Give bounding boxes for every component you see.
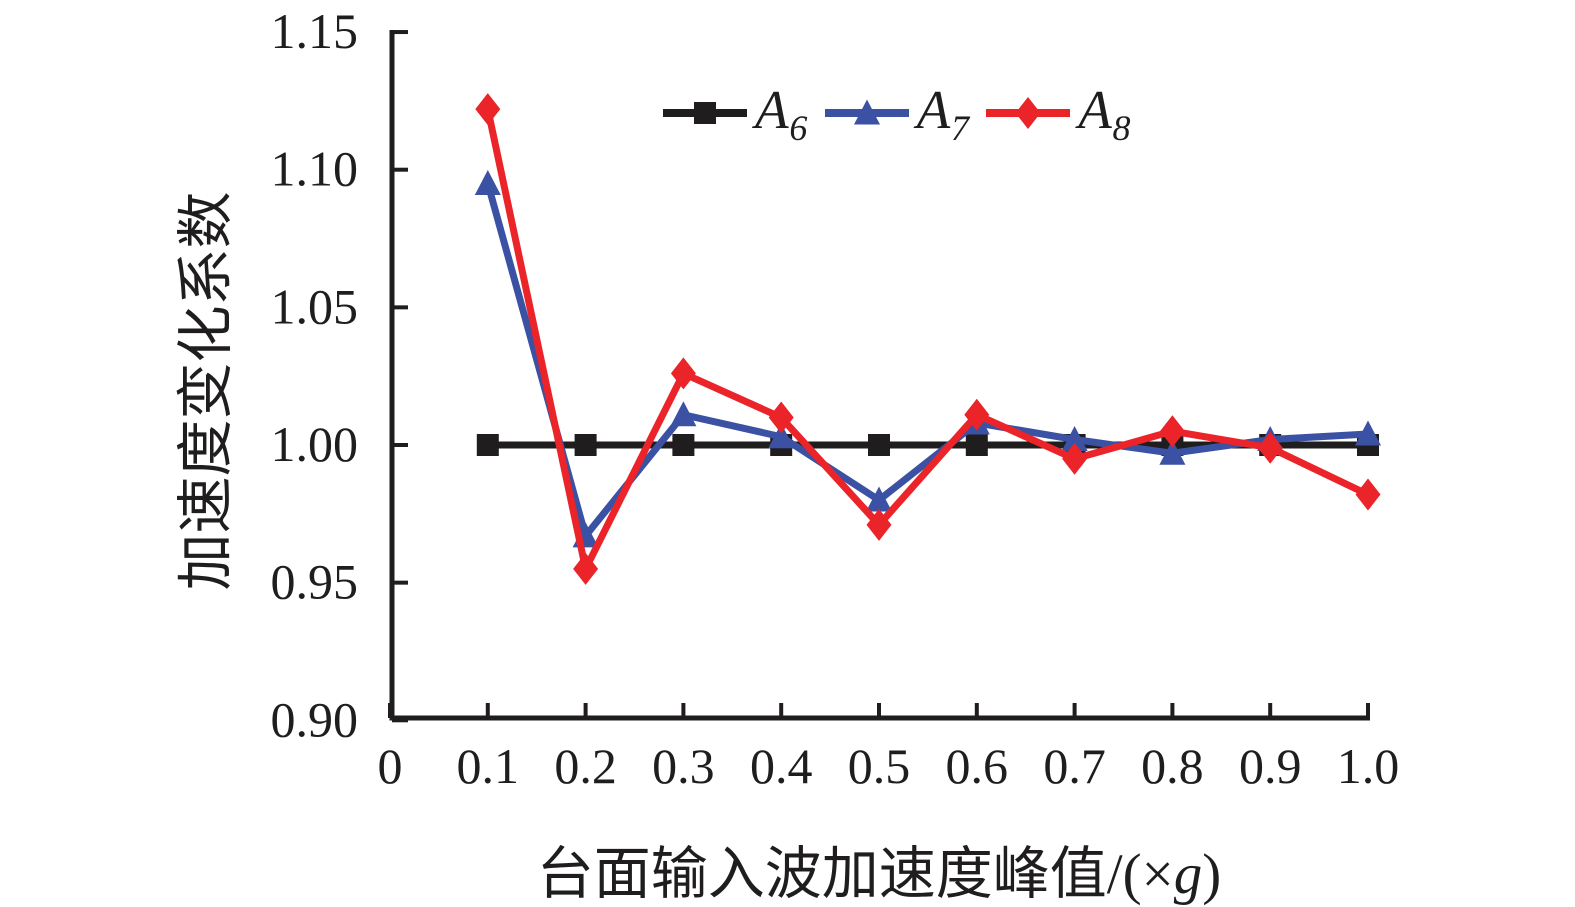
series-A8-marker [670,357,696,390]
x-axis-tick-label: 0.1 [457,738,520,794]
y-axis-tick-label: 0.90 [271,691,359,747]
series-A7-marker [474,169,501,195]
series-A7-marker [1159,439,1186,465]
x-axis-tick-label: 0.3 [652,738,715,794]
x-axis-title: 台面输入波加速度峰值/(×g) [390,828,1368,907]
series-A7-marker [1061,425,1088,451]
legend-item-A6: A6 [663,79,808,148]
series-A6-marker [672,434,695,456]
y-axis-title: 加速度变化系数 [175,191,238,591]
x-axis-title-italic-g: g [1173,843,1203,906]
series-A8-marker [1062,442,1088,475]
series-A7-marker [670,401,697,427]
legend-item-A8: A8 [986,79,1131,148]
y-axis-tick-label: 1.00 [271,416,359,472]
legend-square-icon [663,102,747,124]
x-axis-title-text: 台面输入波加速度峰值/(× [536,843,1174,906]
x-axis-tick-label: 0.9 [1239,738,1302,794]
x-axis-title-close: ) [1202,843,1222,906]
y-axis-tick-label: 0.95 [271,554,359,610]
series-A8-marker [1355,478,1381,511]
series-A8-marker [1257,431,1283,464]
legend-label-A7: A7 [916,79,969,148]
x-axis-tick-label: 0.8 [1141,738,1204,794]
series-A6-marker [868,434,890,456]
y-axis-tick-label: 1.10 [271,141,359,197]
x-axis-tick-label: 0.5 [848,738,911,794]
x-axis-tick-label: 0 [378,738,403,794]
series-A8-marker [1159,415,1185,448]
x-axis-tick-label: 0.7 [1043,738,1106,794]
series-A8-line [484,108,1370,580]
series-A7-marker [768,423,795,449]
y-axis-tick-label: 1.05 [271,278,359,334]
x-axis-tick-label: 1.0 [1337,738,1400,794]
series-A8-marker [964,398,990,431]
legend-label-A6: A6 [755,79,808,148]
series-A6-marker [574,434,597,456]
legend-item-A7: A7 [824,79,969,148]
legend-diamond-icon [986,97,1071,129]
series-A6-marker [965,434,988,456]
series-A7-line [484,182,1369,544]
series-A8-marker [573,552,599,585]
x-axis-tick-label: 0.6 [946,738,1009,794]
series-A6-marker [476,434,499,456]
x-axis-tick-label: 0.2 [554,738,617,794]
series-A7-marker [866,486,892,512]
chart-legend: A6 A7 A8 [663,79,1131,148]
legend-label-A8: A8 [1078,79,1131,148]
series-A8-marker [475,93,501,126]
series-A7-marker [1355,420,1381,446]
legend-triangle-icon [824,99,909,125]
x-axis-tick-label: 0.4 [750,738,813,794]
series-A8-marker [768,401,794,434]
y-axis-tick-label: 1.15 [271,3,359,59]
series-A8-marker [866,508,892,541]
